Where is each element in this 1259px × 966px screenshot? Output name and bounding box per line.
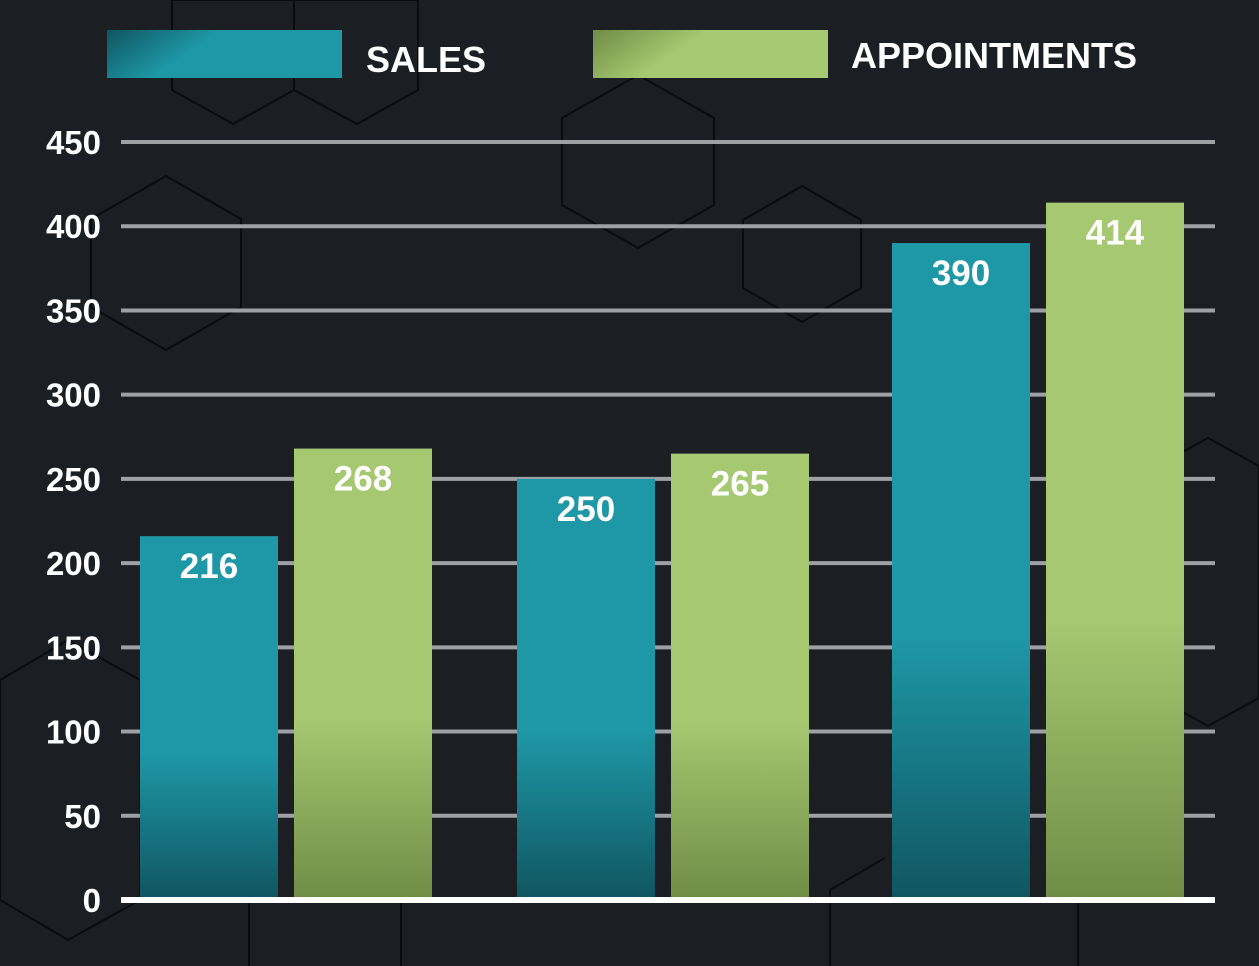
y-tick-label: 250 (46, 461, 101, 498)
y-tick-label: 150 (46, 629, 101, 666)
bar-appointments (671, 453, 809, 900)
legend: SALES APPOINTMENTS (107, 30, 1137, 80)
bar-appointments (1046, 202, 1184, 900)
data-label-appointments: 414 (1086, 214, 1145, 253)
legend-swatch-sales (107, 30, 342, 78)
hexagon-shape (742, 184, 862, 324)
hexagon-edge (829, 857, 886, 891)
y-tick-label: 450 (46, 124, 101, 161)
data-label-sales: 390 (932, 254, 990, 293)
data-label-appointments: 265 (711, 465, 769, 504)
legend-label-appointments: APPOINTMENTS (851, 35, 1137, 76)
hexagon-shape (561, 73, 715, 250)
legend-swatch-appointments (593, 30, 828, 78)
bars (140, 202, 1184, 901)
y-tick-label: 400 (46, 208, 101, 245)
hexagon-shape (90, 174, 242, 352)
data-label-sales: 250 (557, 490, 615, 529)
bar-sales (140, 536, 278, 900)
y-tick-label: 100 (46, 714, 101, 751)
data-labels: 216 250 390 268 265 414 (180, 214, 1145, 587)
bar-sales (517, 478, 655, 900)
data-label-appointments: 268 (334, 460, 392, 499)
bar-sales (892, 243, 1030, 901)
y-tick-label: 200 (46, 545, 101, 582)
y-tick-label: 300 (46, 377, 101, 414)
y-tick-label: 50 (64, 798, 101, 835)
hexagon-shape (0, 638, 141, 942)
y-tick-label: 350 (46, 292, 101, 329)
data-label-sales: 216 (180, 547, 238, 586)
y-axis-ticks: 0 50 100 150 200 250 300 350 400 450 (46, 124, 101, 919)
y-tick-label: 0 (83, 882, 101, 919)
bar-appointments (294, 448, 432, 900)
legend-label-sales: SALES (366, 39, 486, 80)
